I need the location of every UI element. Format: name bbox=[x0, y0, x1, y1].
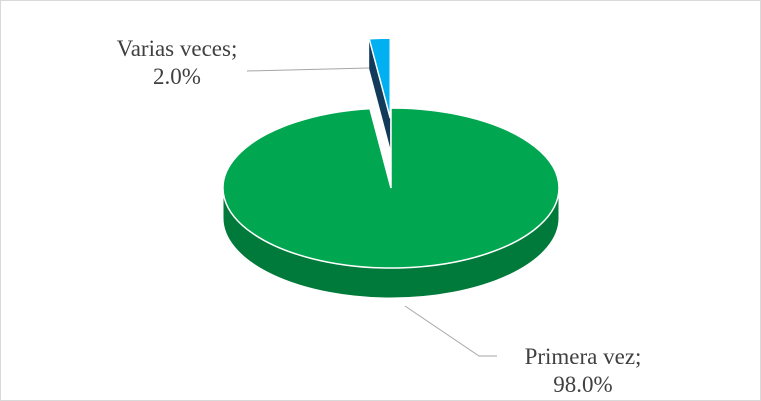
data-label-category: Primera vez; bbox=[524, 344, 642, 369]
pie-slice-primera-vez bbox=[222, 107, 560, 269]
leader-lines bbox=[246, 67, 497, 357]
pie-slice-varias-veces bbox=[368, 37, 391, 119]
data-label-varias-veces: Varias veces; 2.0% bbox=[97, 35, 257, 91]
leader-line-primera-vez bbox=[404, 305, 497, 357]
leader-line-varias-veces bbox=[246, 67, 370, 72]
data-label-primera-vez: Primera vez; 98.0% bbox=[503, 343, 663, 399]
data-label-value: 2.0% bbox=[153, 64, 201, 89]
pie-wall-varias-veces bbox=[369, 38, 391, 149]
pie-top-faces bbox=[222, 37, 560, 269]
data-label-value: 98.0% bbox=[553, 372, 613, 397]
data-label-category: Varias veces; bbox=[116, 36, 238, 61]
